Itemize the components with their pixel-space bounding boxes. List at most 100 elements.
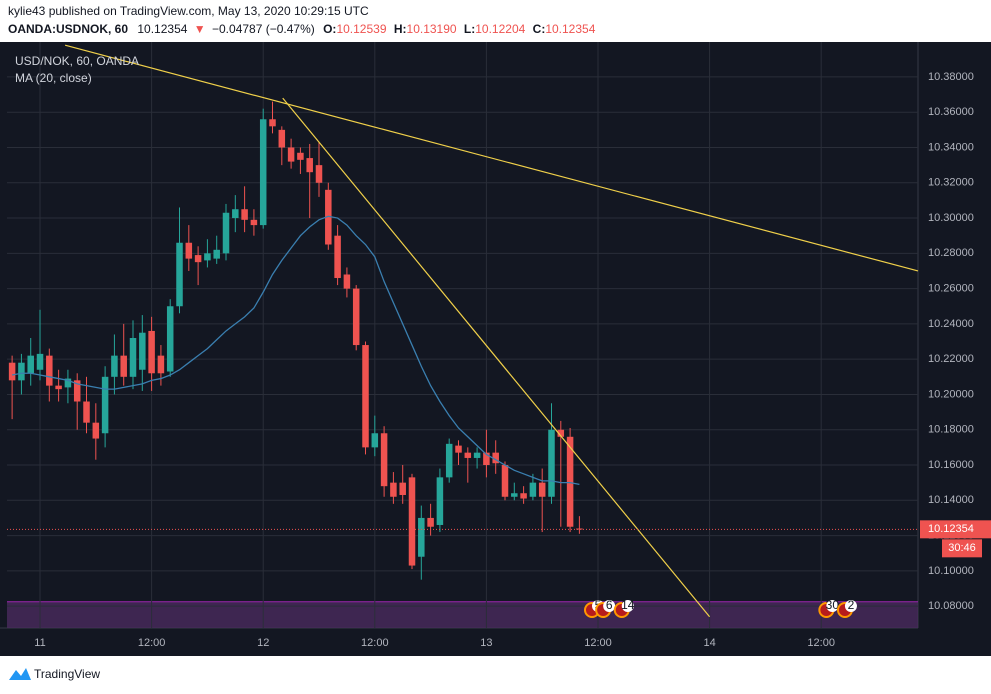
candle-body (73, 380, 81, 402)
y-tick-label: 10.20000 (928, 388, 974, 400)
candle-body (297, 152, 304, 160)
c-label: C: (533, 22, 546, 36)
candle-body (455, 445, 462, 453)
candle-body (139, 332, 146, 370)
candle-body (399, 482, 406, 495)
l-label: L: (464, 22, 475, 36)
x-tick-label: 12:00 (138, 637, 166, 649)
y-tick-label: 10.24000 (928, 318, 974, 330)
y-tick-label: 10.10000 (928, 565, 974, 577)
candle-body (511, 493, 518, 497)
event-label: 14 (621, 598, 635, 612)
candle-body (548, 429, 555, 497)
last-price-box (920, 520, 991, 539)
countdown: 30:46 (948, 542, 976, 554)
candle-body (529, 482, 537, 497)
candle-body (464, 452, 472, 458)
y-tick-label: 10.26000 (928, 283, 974, 295)
x-tick-label: 12:00 (807, 637, 835, 649)
candle-body (315, 165, 323, 183)
y-tick-label: 10.36000 (928, 106, 974, 118)
candle-body (148, 330, 155, 374)
byline: kylie43 published on TradingView.com, Ma… (8, 4, 369, 18)
candle-body (213, 249, 220, 259)
candle-body (166, 306, 174, 372)
candle-body (64, 378, 72, 388)
candle-body (418, 517, 425, 557)
x-tick-label: 12 (257, 637, 269, 649)
candle-body (18, 362, 25, 381)
event-badge (603, 600, 616, 612)
candle-body (566, 436, 574, 527)
l-value: 10.12204 (475, 22, 525, 36)
countdown-box (942, 539, 982, 558)
candle-body (241, 209, 248, 220)
candle-body (427, 517, 434, 527)
symbol: OANDA:USDNOK, 60 (8, 22, 128, 36)
candle-body (306, 158, 313, 173)
candle-body (120, 355, 127, 377)
candle-body (111, 355, 118, 377)
event-label: 6 (606, 598, 613, 612)
candle-body (278, 129, 286, 148)
h-value: 10.13190 (407, 22, 457, 36)
candle-body (408, 477, 416, 566)
arrow: ▼ (194, 22, 206, 36)
candle-body (204, 253, 211, 261)
x-tick-label: 12:00 (584, 637, 612, 649)
candle-body (343, 274, 351, 289)
y-tick-label: 10.22000 (928, 353, 974, 365)
candle-body (390, 482, 397, 497)
y-tick-label: 10.08000 (928, 600, 974, 612)
candle-body (8, 362, 16, 381)
y-tick-label: 10.28000 (928, 247, 974, 259)
candle-body (83, 401, 90, 423)
candle-body (129, 337, 137, 377)
y-tick-label: 10.32000 (928, 177, 974, 189)
candle-body (362, 345, 369, 448)
legend-entry: USD/NOK, 60, OANDA (15, 54, 139, 68)
candle-body (101, 376, 109, 434)
candle-body (36, 353, 44, 370)
candle-body (352, 288, 360, 346)
plot (7, 42, 919, 628)
y-tick-label: 10.30000 (928, 212, 974, 224)
candle-body (501, 465, 509, 497)
trendline (64, 44, 919, 272)
candle-body (325, 189, 332, 245)
candle-body (194, 255, 202, 263)
candle-body (232, 209, 239, 219)
candle-body (222, 212, 230, 254)
candle-body (27, 355, 34, 374)
candle-body (483, 452, 490, 466)
o-value: 10.12539 (336, 22, 386, 36)
candle-body (92, 422, 100, 439)
candle-body (380, 433, 388, 487)
event-label: 30 (826, 598, 840, 612)
candle-body (157, 355, 165, 374)
candle-body (371, 433, 379, 448)
candle-body (436, 477, 444, 525)
y-tick-label: 10.18000 (928, 424, 974, 436)
event-label: 2 (848, 598, 855, 612)
candle-body (55, 385, 62, 390)
y-tick-label: 10.14000 (928, 494, 974, 506)
o-label: O: (323, 22, 336, 36)
logo (9, 668, 31, 680)
c-value: 10.12354 (545, 22, 595, 36)
candle-body (46, 355, 53, 386)
candle-body (538, 482, 546, 497)
chart-background (0, 42, 991, 656)
h-label: H: (394, 22, 407, 36)
candle-body (557, 429, 565, 437)
candle-body (473, 452, 481, 458)
last-price-label: 10.12354 (928, 523, 974, 535)
candle-body (176, 242, 183, 307)
candle-body (576, 528, 583, 530)
candle-body (445, 443, 453, 478)
candle-body (287, 147, 295, 162)
quote-line: OANDA:USDNOK, 60 10.12354 ▼ −0.04787 (−0… (8, 22, 596, 36)
y-tick-label: 10.34000 (928, 141, 974, 153)
